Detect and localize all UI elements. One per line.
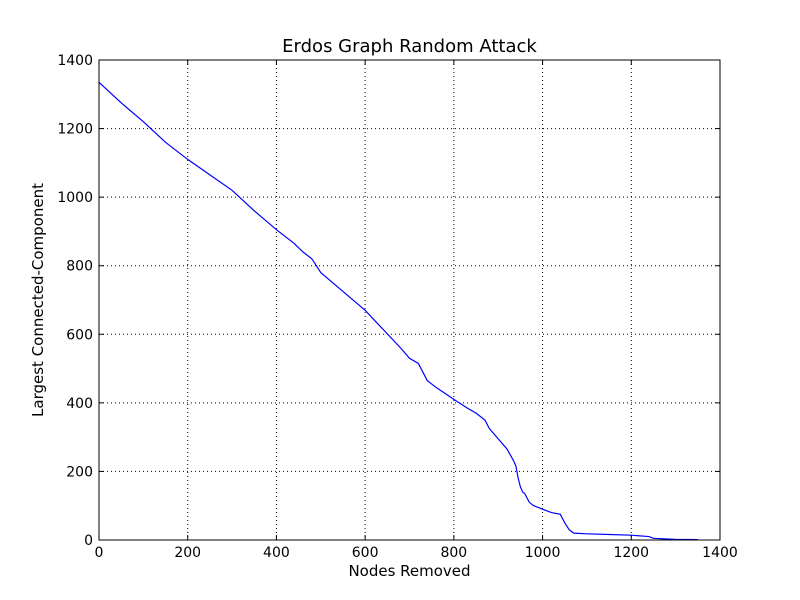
x-axis-label: Nodes Removed (348, 562, 470, 580)
x-tick-label: 0 (95, 545, 104, 561)
x-tick-label: 1200 (613, 545, 649, 561)
y-tick-label: 600 (66, 327, 93, 343)
x-tick-label: 200 (174, 545, 201, 561)
chart-title: Erdos Graph Random Attack (282, 36, 537, 57)
series-line (98, 81, 698, 541)
x-tick-label: 400 (263, 545, 290, 561)
plot-area (99, 60, 720, 540)
y-tick-label: 1000 (57, 190, 93, 206)
x-tick-label: 1000 (525, 545, 561, 561)
y-tick-label: 1400 (57, 53, 93, 69)
y-tick-labels: 0 200 400 600 800 1000 1200 1400 (57, 53, 93, 549)
y-tick-label: 400 (66, 396, 93, 412)
x-tick-label: 1400 (702, 545, 738, 561)
y-tick-label: 800 (66, 259, 93, 275)
y-tick-label: 1200 (57, 122, 93, 138)
series-group (98, 81, 698, 541)
y-axis-label: Largest Connected-Component (29, 183, 47, 417)
x-tick-label: 800 (440, 545, 467, 561)
axis-ticks (98, 59, 721, 541)
x-tick-labels: 0 200 400 600 800 1000 1200 1400 (95, 545, 738, 561)
y-tick-label: 0 (84, 533, 93, 549)
x-tick-label: 600 (352, 545, 379, 561)
grid-lines (99, 60, 720, 540)
plot-frame (98, 59, 721, 541)
y-tick-label: 200 (66, 464, 93, 480)
